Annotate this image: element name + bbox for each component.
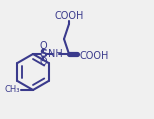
Text: O: O [39,57,47,67]
Text: NH: NH [48,49,62,59]
Text: COOH: COOH [54,11,84,21]
Text: S: S [39,49,47,59]
Text: CH₃: CH₃ [4,85,20,94]
Text: COOH: COOH [79,51,108,61]
Text: O: O [39,41,47,51]
